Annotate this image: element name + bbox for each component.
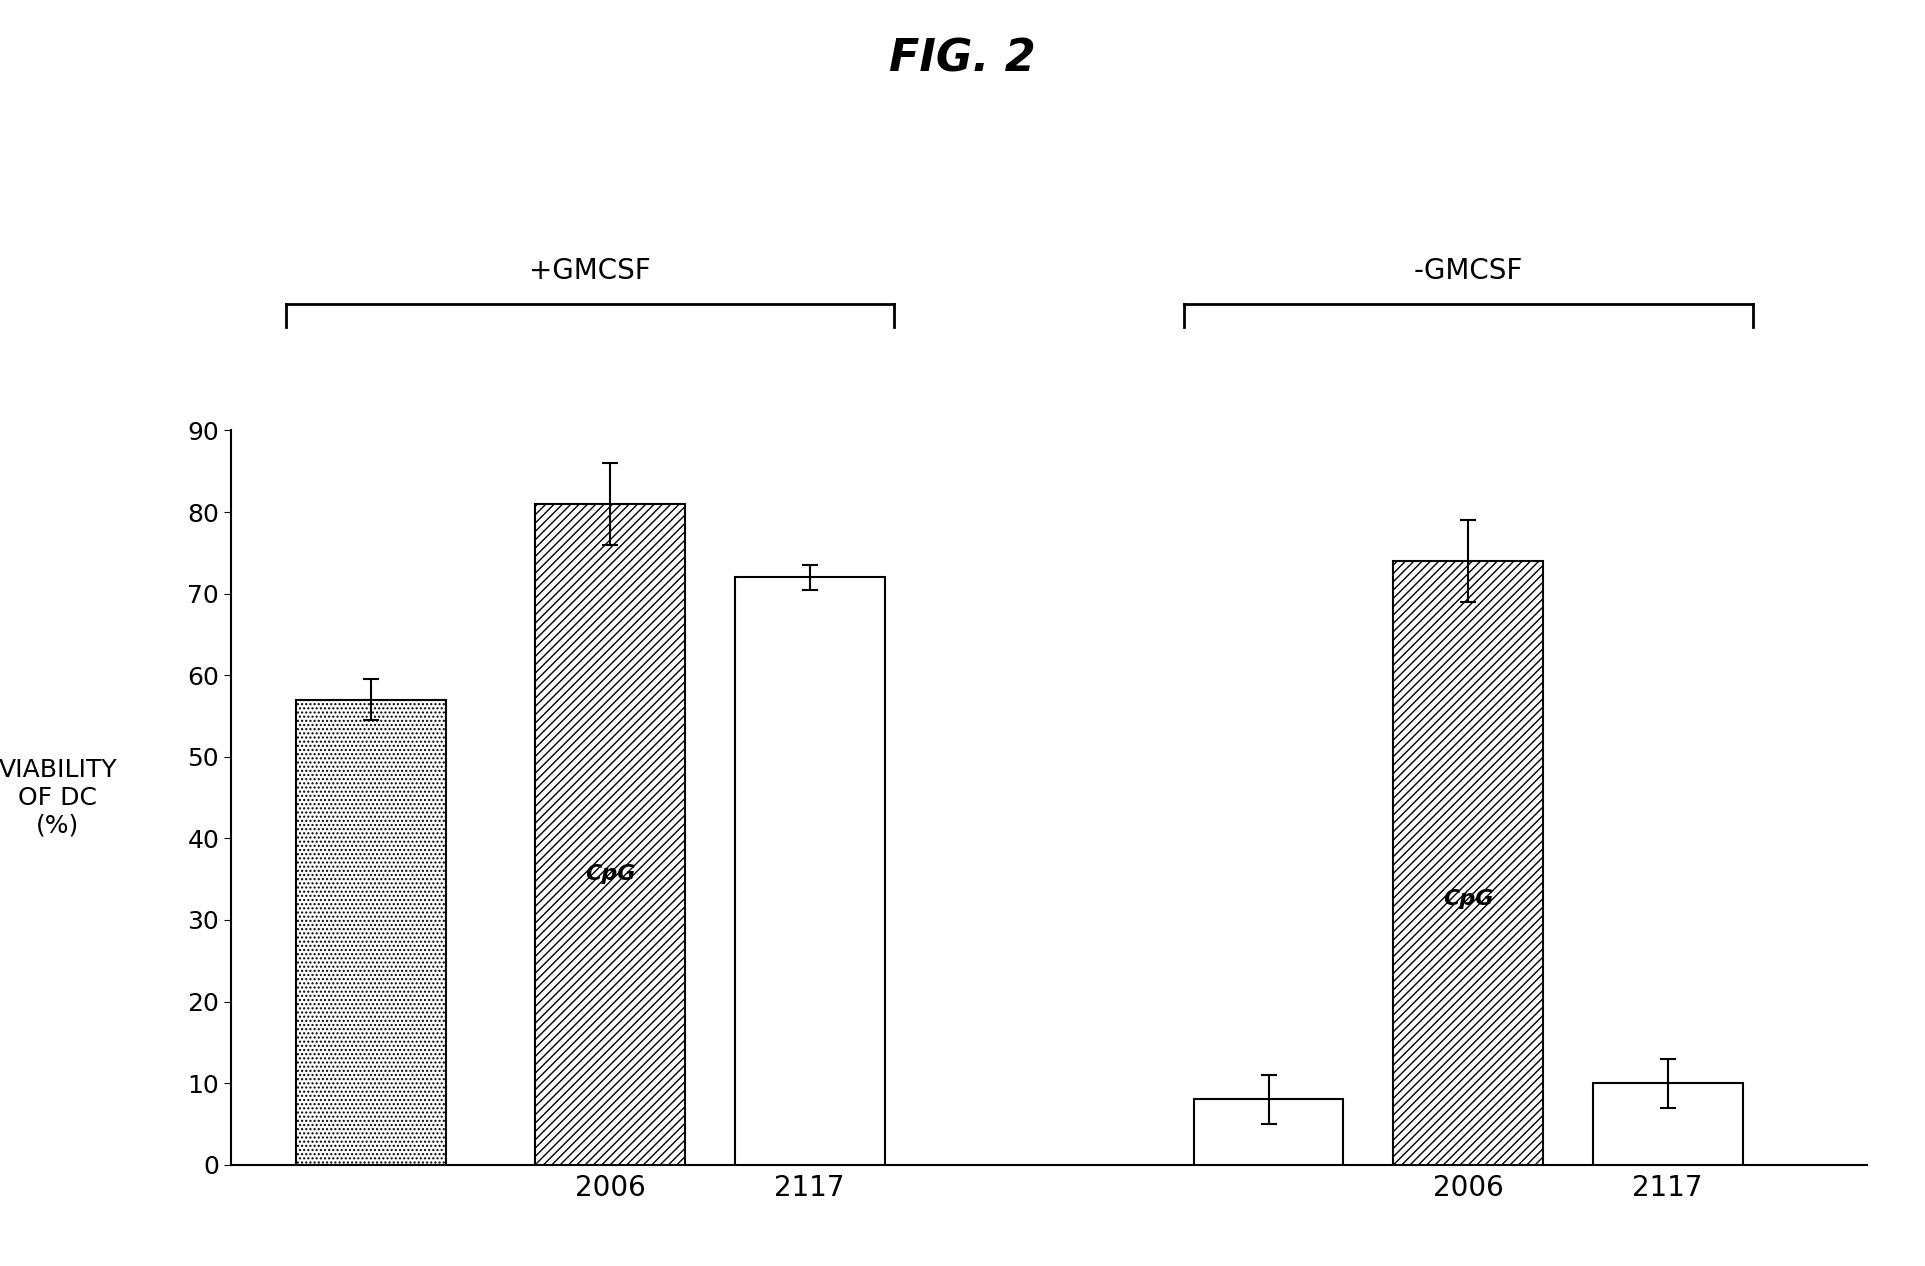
Text: FIG. 2: FIG. 2 [889, 38, 1036, 81]
Text: CpG: CpG [585, 863, 635, 884]
Text: VIABILITY
OF DC
(%): VIABILITY OF DC (%) [0, 758, 117, 837]
Text: -GMCSF: -GMCSF [1413, 257, 1523, 285]
Bar [296, 700, 445, 1165]
Bar [1194, 1099, 1344, 1165]
Text: CpG: CpG [1444, 889, 1494, 909]
Bar [1592, 1084, 1742, 1165]
Text: +GMCSF: +GMCSF [529, 257, 651, 285]
Bar [735, 577, 884, 1165]
Bar [1394, 561, 1544, 1165]
Bar [535, 504, 685, 1165]
